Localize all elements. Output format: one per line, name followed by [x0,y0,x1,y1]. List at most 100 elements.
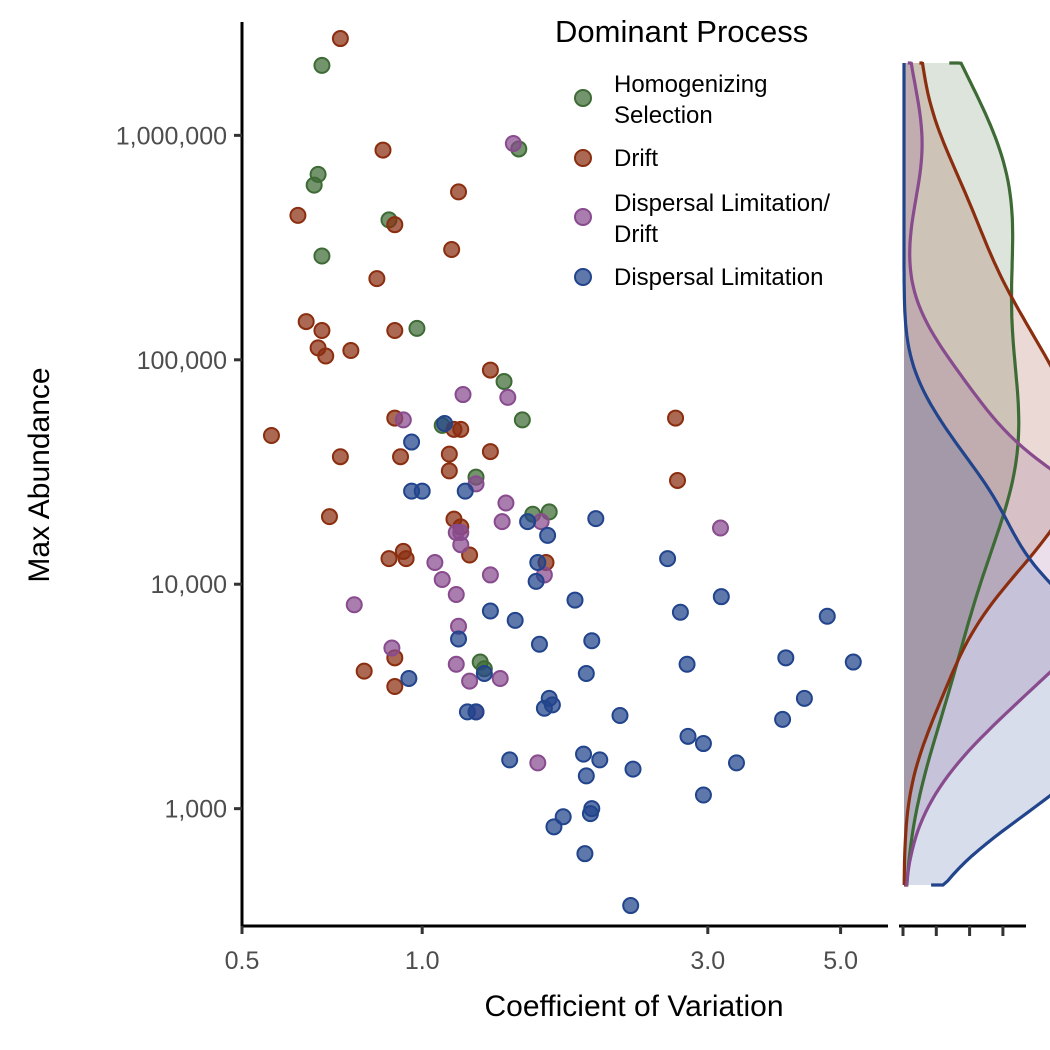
scatter-points [262,30,862,915]
legend-label-homogenizing-selection: Selection [614,102,713,129]
point-drift [443,241,461,259]
legend-key-homogenizing-selection [574,89,592,107]
point-dispersal-limitation [679,727,697,745]
marginal-density-lines [902,61,1050,887]
point-drift [386,322,404,340]
point-dispersal-limitation [844,653,862,671]
x-tick-label: 3.0 [690,947,725,975]
point-dispersal-limitation [481,602,499,620]
point-dispersal-limitation [777,649,795,667]
point-dispersal-limitation-drift [447,585,465,603]
density-line-drift [902,61,1050,887]
point-dispersal-limitation [727,754,745,772]
legend-title: Dominant Process [555,14,808,49]
point-dispersal-limitation-drift [493,513,511,531]
point-dispersal-limitation [712,588,730,606]
legend-label-homogenizing-selection: Homogenizing [614,71,767,98]
x-tick-label: 0.5 [225,947,260,975]
point-dispersal-limitation [577,767,595,785]
point-dispersal-limitation [403,433,421,451]
point-dispersal-limitation [591,751,609,769]
point-dispersal-limitation [529,553,547,571]
legend-key-dispersal-limitation [574,268,592,286]
point-dispersal-limitation-drift [491,670,509,688]
density-fill-homogenizing-selection [904,63,1019,885]
point-drift [331,448,349,466]
point-dispersal-limitation-drift [711,519,729,537]
point-dispersal-limitation [624,760,642,778]
point-homogenizing-selection [305,176,323,194]
point-dispersal-limitation-drift [447,655,465,673]
y-tick-label: 1,000,000 [116,122,227,150]
point-dispersal-limitation [535,699,553,717]
density-line-dispersal-limitation [902,63,1050,887]
point-dispersal-limitation-drift [529,754,547,772]
point-drift [355,662,373,680]
point-dispersal-limitation [436,415,454,433]
x-tick-label: 1.0 [405,947,440,975]
point-dispersal-limitation [450,630,468,648]
point-drift [262,426,280,444]
point-dispersal-limitation [795,689,813,707]
x-axis-ticks: 0.5 1.0 3.0 5.0 [225,926,858,975]
point-dispersal-limitation [575,745,593,763]
point-homogenizing-selection [513,411,531,429]
point-drift [669,471,687,489]
y-axis-title: Max Abundance [23,367,56,582]
point-dispersal-limitation-drift [433,570,451,588]
point-dispersal-limitation [576,845,594,863]
point-dispersal-limitation-drift [452,536,470,554]
legend-label-dispersal-limitation: Dispersal Limitation [614,264,823,291]
point-drift [440,445,458,463]
point-dispersal-limitation [530,635,548,653]
point-dispersal-limitation [694,786,712,804]
density-line-dispersal-limitation-drift [904,61,1050,887]
point-dispersal-limitation [475,665,493,683]
y-tick-label: 10,000 [151,571,227,599]
point-dispersal-limitation-drift [499,388,517,406]
point-drift [386,216,404,234]
point-dispersal-limitation [403,482,421,500]
point-dispersal-limitation [506,611,524,629]
point-homogenizing-selection [313,247,331,265]
marginal-axis-ticks [901,926,1005,936]
point-dispersal-limitation-drift [345,596,363,614]
point-dispersal-limitation [539,526,557,544]
point-dispersal-limitation [659,550,677,568]
legend-label-drift: Drift [614,145,658,172]
point-drift [392,448,410,466]
point-drift [440,462,458,480]
y-tick-label: 100,000 [137,347,227,375]
y-axis-ticks: 1,000 10,000 100,000 1,000,000 [116,122,242,824]
point-dispersal-limitation [400,670,418,688]
point-dispersal-limitation [611,707,629,725]
point-dispersal-limitation [501,751,519,769]
point-drift [667,409,685,427]
point-drift [317,347,335,365]
point-drift [481,443,499,461]
x-tick-label: 5.0 [823,947,858,975]
point-dispersal-limitation [694,735,712,753]
point-homogenizing-selection [495,373,513,391]
x-axis-title: Coefficient of Variation [484,990,783,1023]
point-drift [452,420,470,438]
point-dispersal-limitation [527,572,545,590]
point-drift [313,322,331,340]
legend-label-dispersal-limitation-drift: Drift [614,221,658,248]
point-dispersal-limitation [622,897,640,915]
point-dispersal-limitation-drift [461,672,479,690]
point-homogenizing-selection [313,56,331,74]
point-drift [342,342,360,360]
legend-key-drift [574,149,592,167]
point-dispersal-limitation-drift [497,494,515,512]
point-dispersal-limitation-drift [383,639,401,657]
legend-key-dispersal-limitation-drift [574,208,592,226]
point-dispersal-limitation [774,710,792,728]
point-drift [320,508,338,526]
legend-label-dispersal-limitation-drift: Dispersal Limitation/ [614,190,830,217]
point-dispersal-limitation [581,805,599,823]
point-dispersal-limitation-drift [426,553,444,571]
point-dispersal-limitation [818,607,836,625]
point-drift [331,30,349,48]
